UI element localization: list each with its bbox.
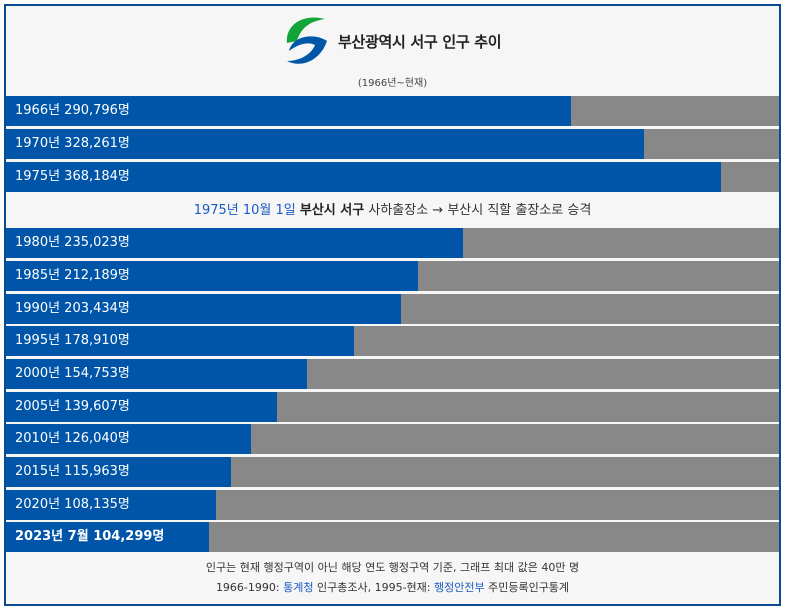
bar-label: 1970년 328,261명	[15, 136, 130, 151]
bar-row: 1985년 212,189명	[6, 261, 779, 291]
source-link-kostat[interactable]: 통계청	[283, 581, 314, 594]
note-date: 1975년 10월 1일	[193, 203, 296, 218]
bar-label: 2023년 7월 104,299명	[15, 529, 165, 544]
bar-label: 2020년 108,135명	[15, 497, 130, 512]
bar-label: 2015년 115,963명	[15, 464, 130, 479]
bar-fill	[6, 228, 463, 258]
bar-row: 1966년 290,796명	[6, 96, 779, 126]
bar-row: 1990년 203,434명	[6, 294, 779, 324]
bar-fill	[6, 490, 216, 520]
chart-header: 부산광역시 서구 인구 추이 (1966년~현재)	[6, 6, 779, 96]
bar-fill	[6, 294, 401, 324]
bar-fill	[6, 326, 354, 356]
bar-row: 2005년 139,607명	[6, 392, 779, 422]
bar-label: 1995년 178,910명	[15, 333, 130, 348]
chart-frame: 부산광역시 서구 인구 추이 (1966년~현재) 1975년 10월 1일 부…	[4, 4, 781, 606]
bar-fill	[6, 392, 277, 422]
footer-sources: 1966-1990: 통계청 인구총조사, 1995-현재: 행정안전부 주민등…	[6, 578, 779, 598]
bar-fill	[6, 359, 307, 389]
bar-row: 2015년 115,963명	[6, 457, 779, 487]
busan-seogu-logo-icon	[286, 17, 327, 64]
bar-label: 1975년 368,184명	[15, 169, 130, 184]
bar-fill	[6, 162, 721, 192]
note-place: 부산시 서구	[299, 203, 365, 218]
note-text: 사하출장소 → 부산시 직할 출장소로 승격	[368, 203, 592, 218]
bar-fill	[6, 96, 571, 126]
bar-label: 1990년 203,434명	[15, 301, 130, 316]
bar-fill	[6, 457, 231, 487]
admin-change-note: 1975년 10월 1일 부산시 서구 사하출장소 → 부산시 직할 출장소로 …	[6, 195, 779, 227]
chart-footer: 인구는 현재 행정구역이 아닌 해당 연도 행정구역 기준, 그래프 최대 값은…	[6, 558, 779, 598]
bar-fill	[6, 261, 418, 291]
bar-fill	[6, 424, 251, 454]
bar-fill	[6, 129, 644, 159]
bar-row: 1975년 368,184명	[6, 162, 779, 192]
bar-label: 2010년 126,040명	[15, 431, 130, 446]
bar-fill	[6, 522, 209, 552]
bar-row: 1995년 178,910명	[6, 326, 779, 356]
source-link-mois[interactable]: 행정안전부	[433, 581, 485, 594]
footer-note: 인구는 현재 행정구역이 아닌 해당 연도 행정구역 기준, 그래프 최대 값은…	[205, 561, 580, 574]
bar-label: 1985년 212,189명	[15, 268, 130, 283]
bar-row: 2020년 108,135명	[6, 490, 779, 520]
source-prefix: 1966-1990:	[215, 581, 284, 594]
bar-label: 1980년 235,023명	[15, 235, 130, 250]
chart-subtitle: (1966년~현재)	[357, 78, 428, 89]
bar-row: 1970년 328,261명	[6, 129, 779, 159]
bar-row: 2000년 154,753명	[6, 359, 779, 389]
bar-label: 2005년 139,607명	[15, 399, 130, 414]
bar-row: 1980년 235,023명	[6, 228, 779, 258]
bar-label: 1966년 290,796명	[15, 103, 130, 118]
source-mid: 인구총조사, 1995-현재:	[313, 581, 434, 594]
chart-title: 부산광역시 서구 인구 추이	[338, 33, 502, 51]
bar-label: 2000년 154,753명	[15, 366, 130, 381]
bar-row: 2023년 7월 104,299명	[6, 522, 779, 552]
bar-row: 2010년 126,040명	[6, 424, 779, 454]
source-suffix: 주민등록인구통계	[484, 581, 570, 594]
